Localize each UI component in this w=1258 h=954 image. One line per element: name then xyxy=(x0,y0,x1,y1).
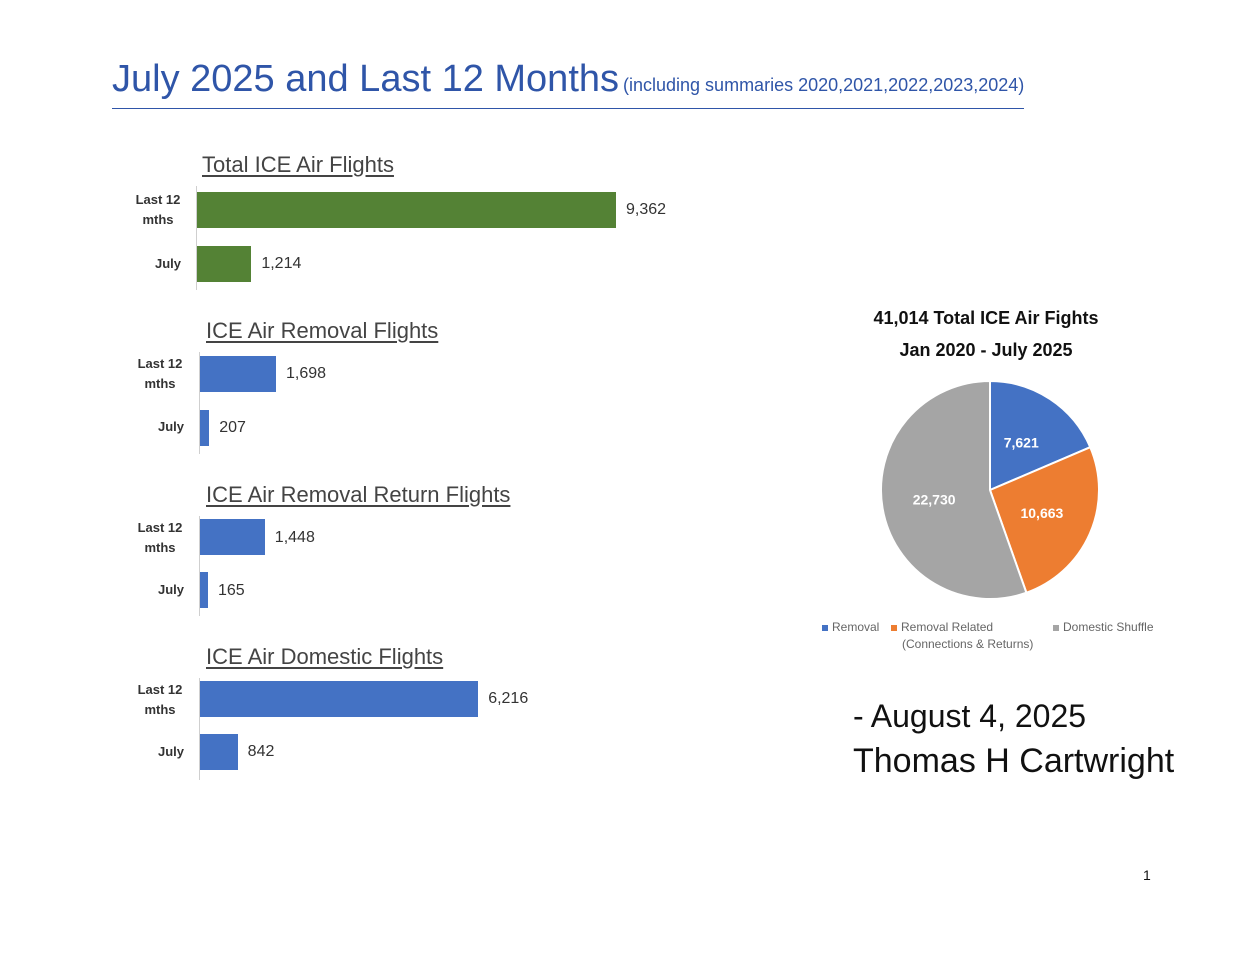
bar xyxy=(200,572,208,608)
bar xyxy=(200,681,479,717)
legend-swatch xyxy=(822,624,828,631)
pie-label-removal-related: 10,663 xyxy=(1020,505,1063,521)
data-label: 842 xyxy=(247,743,275,760)
removal-return-flights-chart: ICE Air Removal Return Flights Last 12 m… xyxy=(120,482,760,622)
legend-label: Removal xyxy=(832,620,880,634)
page-number: 1 xyxy=(1143,867,1151,883)
bar xyxy=(197,192,616,228)
removal-flights-chart: ICE Air Removal Flights Last 12 mths Jul… xyxy=(120,318,760,458)
pie-title-line2: Jan 2020 - July 2025 xyxy=(899,340,1073,360)
pie-title-line1: 41,014 Total ICE Air Fights xyxy=(873,308,1099,328)
chart-title: ICE Air Removal Flights xyxy=(206,318,439,343)
domestic-flights-chart: ICE Air Domestic Flights Last 12 mths Ju… xyxy=(120,644,760,784)
total-flights-pie-chart: 41,014 Total ICE Air Fights Jan 2020 - J… xyxy=(810,300,1190,670)
bar xyxy=(197,246,252,282)
signature-author: Thomas H Cartwright xyxy=(853,742,1175,780)
data-label: 165 xyxy=(218,582,245,599)
page-title-subtitle: (including summaries 2020,2021,2022,2023… xyxy=(623,75,1025,95)
category-label: Last 12 mths xyxy=(137,520,183,555)
category-axis xyxy=(199,678,200,780)
pie-slice-removal-related xyxy=(988,445,1100,595)
page-title-main: July 2025 and Last 12 Months xyxy=(112,58,620,100)
data-label: 6,216 xyxy=(488,690,529,707)
category-label: July xyxy=(157,744,184,759)
category-label: July xyxy=(157,582,184,597)
chart-title: ICE Air Domestic Flights xyxy=(206,644,444,669)
pie-label-removal: 7,621 xyxy=(1004,435,1039,451)
legend-label: Removal Related xyxy=(901,620,994,634)
legend-label: Domestic Shuffle xyxy=(1063,620,1154,634)
legend-item-removal: Removal xyxy=(822,620,879,634)
page-title: July 2025 and Last 12 Months (including s… xyxy=(112,58,1025,109)
bar xyxy=(200,519,265,555)
legend-note: (Connections & Returns) xyxy=(902,637,1034,651)
bar xyxy=(200,356,276,392)
chart-title: ICE Air Removal Return Flights xyxy=(206,482,511,507)
legend-swatch xyxy=(1053,624,1059,631)
chart-title: Total ICE Air Flights xyxy=(202,152,394,177)
pie-slice-domestic-shuffle xyxy=(880,379,1028,600)
data-label: 1,698 xyxy=(285,365,327,382)
signature-date: - August 4, 2025 xyxy=(853,698,1087,734)
data-label: 1,214 xyxy=(261,255,302,272)
category-axis xyxy=(199,352,200,454)
data-label: 9,362 xyxy=(626,201,667,218)
pie-slice-removal xyxy=(989,379,1092,492)
legend-item-removal-related: Removal Related (Connections & Returns) xyxy=(891,620,1033,651)
category-label: July xyxy=(157,419,184,434)
category-axis xyxy=(199,516,200,616)
bar xyxy=(200,734,238,770)
total-flights-chart: Total ICE Air Flights Last 12 mths July … xyxy=(120,152,760,292)
pie-legend: Removal Removal Related (Connections & R… xyxy=(820,620,1180,660)
data-label: 207 xyxy=(219,419,246,436)
category-axis xyxy=(196,186,197,290)
category-label: July xyxy=(154,256,181,271)
legend-swatch xyxy=(891,624,897,631)
data-label: 1,448 xyxy=(274,529,315,546)
pie-label-domestic-shuffle: 22,730 xyxy=(913,492,956,508)
category-label: Last 12 mths xyxy=(135,192,181,227)
category-label: Last 12 mths xyxy=(137,682,183,717)
category-label: Last 12 mths xyxy=(137,356,183,391)
pie-plot: 7,621 10,663 22,730 xyxy=(880,379,1100,600)
bar xyxy=(200,410,210,446)
legend-item-domestic-shuffle: Domestic Shuffle xyxy=(1053,620,1154,634)
